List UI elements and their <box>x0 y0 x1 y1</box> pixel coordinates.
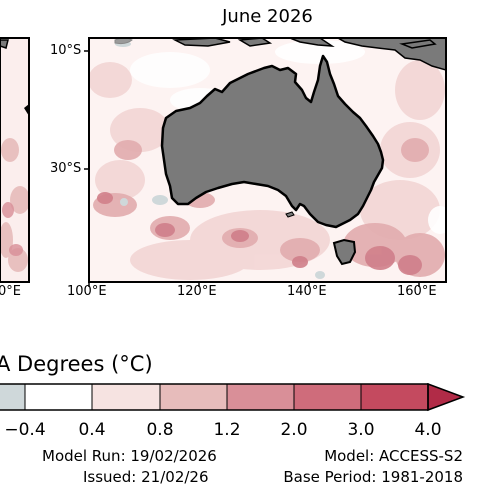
model-text: Model: ACCESS-S2 <box>324 447 463 465</box>
colorbar-tick-label: 0.8 <box>146 420 174 440</box>
colorbar-segment <box>226 383 295 411</box>
issued-text: Issued: 21/02/26 <box>83 468 209 486</box>
colorbar-tick-label: 2.0 <box>280 420 308 440</box>
lon-label-140e: 140°E <box>287 284 327 299</box>
colorbar-tick-label: 4.0 <box>414 420 442 440</box>
model-run-text: Model Run: 19/02/2026 <box>42 447 217 465</box>
lat-label-10s: 10°S <box>50 43 82 58</box>
colorbar-tick-label: 3.0 <box>347 420 375 440</box>
colorbar-extend-arrow <box>427 383 466 412</box>
colorbar-segment <box>360 383 429 411</box>
left-map-panel <box>0 37 30 283</box>
tasmania <box>332 238 357 266</box>
colorbar-segment <box>0 383 26 411</box>
lon-label-160e: 160°E <box>397 284 437 299</box>
colorbar-tick-label: −0.4 <box>4 420 46 440</box>
australia-map-panel <box>84 37 447 287</box>
colorbar-tick-label: 1.2 <box>213 420 241 440</box>
lat-label-30s: 30°S <box>50 161 82 176</box>
colorbar <box>0 383 466 412</box>
indonesia-islands <box>114 38 335 47</box>
colorbar-tick-label: 0.4 <box>78 420 106 440</box>
australia-landmass <box>160 54 385 229</box>
base-period-text: Base Period: 1981-2018 <box>283 468 463 486</box>
lon-label-100e: 100°E <box>67 284 107 299</box>
map-title: June 2026 <box>222 6 313 27</box>
colorbar-segment <box>24 383 93 411</box>
lon-label-left-partial: 0°E <box>0 284 21 299</box>
anomaly-field-warm <box>97 192 422 275</box>
new-guinea <box>336 38 446 71</box>
colorbar-title: A Degrees (°C) <box>0 352 153 376</box>
colorbar-segment <box>293 383 362 411</box>
colorbar-segment <box>91 383 161 411</box>
map-frame <box>88 37 447 283</box>
maps-canvas <box>0 37 447 287</box>
colorbar-segment <box>159 383 228 411</box>
colorbar-frame <box>0 383 429 411</box>
lon-label-120e: 120°E <box>177 284 217 299</box>
